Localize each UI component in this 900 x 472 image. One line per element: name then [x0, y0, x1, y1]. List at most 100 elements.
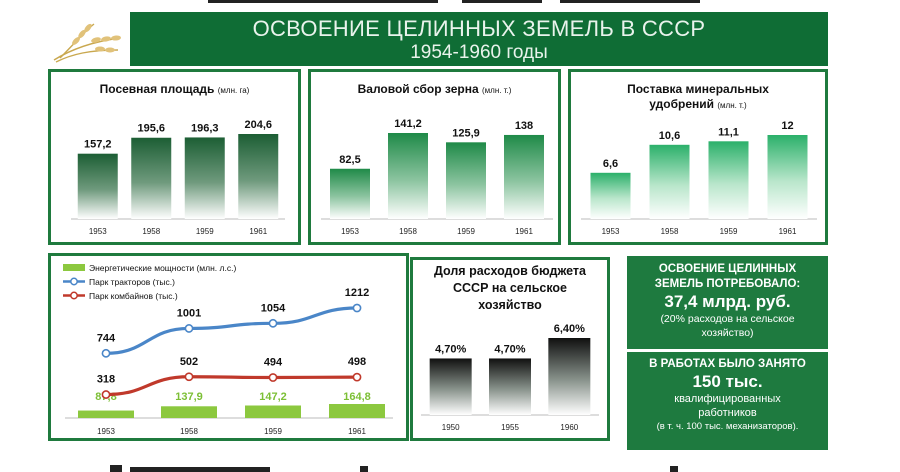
tick-label: 1958 [180, 427, 198, 436]
bar [77, 153, 118, 219]
chart-title-grain: Валовой сбор зерна (млн. т.) [357, 82, 512, 96]
series-point [101, 390, 111, 399]
data-label: 138 [515, 120, 533, 132]
info-workers-note3: (в т. ч. 100 тыс. механизаторов). [656, 421, 799, 432]
info-workers-amount: 150 тыс. [692, 372, 763, 391]
bar [238, 134, 279, 219]
tick-label: 1950 [442, 423, 460, 432]
data-label: 1054 [261, 302, 286, 314]
data-label: 157,2 [84, 139, 112, 151]
data-label: 10,6 [659, 130, 680, 142]
info-workers-note2: работников [698, 407, 757, 419]
bar [548, 338, 591, 415]
tick-label: 1960 [560, 423, 578, 432]
bar [131, 137, 172, 219]
tick-label: 1958 [142, 227, 160, 236]
legend-marker [70, 277, 78, 286]
chart-title-fertilizers: Поставка минеральных удобрений (млн. т.) [627, 82, 769, 111]
data-label: 204,6 [244, 119, 272, 131]
bar [330, 168, 370, 219]
series-point [101, 348, 111, 358]
legend-marker [70, 291, 78, 300]
tick-label: 1953 [89, 227, 107, 236]
panel-sown-area: Посевная площадь (млн. га) 157,2 1953 195,… [48, 69, 301, 245]
panel-budget-share: Доля расходов бюджета СССР на сельское х… [410, 257, 610, 441]
tick-label: 1959 [264, 427, 282, 436]
bar [446, 142, 486, 219]
info-box-cost: ОСВОЕНИЕ ЦЕЛИННЫХ ЗЕМЕЛЬ ПОТРЕБОВАЛО: 37… [627, 256, 828, 349]
bar [184, 137, 225, 219]
data-label: 125,9 [452, 127, 480, 139]
page-subtitle: 1954-1960 годы [410, 42, 548, 63]
top-cut-text [0, 0, 900, 6]
bar [590, 172, 631, 219]
data-label: 318 [97, 374, 115, 386]
data-label: 11,1 [718, 126, 739, 138]
chart-budget-share: 4,70% 1950 4,70% 1955 6,40% 1960 [421, 323, 599, 432]
info-box-workers: В РАБОТАХ БЫЛО ЗАНЯТО 150 тыс. квалифици… [627, 352, 828, 450]
data-label: 4,70% [494, 343, 525, 355]
bar [649, 144, 690, 219]
tick-label: 1953 [341, 227, 359, 236]
bar [388, 133, 428, 219]
tick-label: 1959 [457, 227, 475, 236]
data-label: 494 [264, 357, 283, 369]
data-label: 4,70% [435, 343, 466, 355]
data-label: 744 [97, 332, 116, 344]
energy-label: 164,8 [343, 391, 371, 403]
tick-label: 1955 [501, 423, 519, 432]
tick-label: 1958 [399, 227, 417, 236]
tick-label: 1953 [97, 427, 115, 436]
data-label: 1001 [177, 307, 201, 319]
tick-label: 1961 [249, 227, 267, 236]
energy-bar [161, 406, 217, 418]
energy-label: 137,9 [175, 391, 203, 403]
legend-label: Парк комбайнов (тыс.) [89, 291, 178, 301]
series-line [105, 306, 358, 355]
panel-grain-harvest: Валовой сбор зерна (млн. т.) 82,5 1953 141… [308, 69, 561, 245]
energy-bar [245, 405, 301, 418]
series-point [352, 303, 362, 313]
tick-label: 1961 [779, 227, 797, 236]
info-workers-line1: В РАБОТАХ БЫЛО ЗАНЯТО [649, 358, 806, 370]
title-banner: ОСВОЕНИЕ ЦЕЛИННЫХ ЗЕМЕЛЬ В СССР 1954-196… [130, 12, 828, 66]
info-cost-amount: 37,4 млрд. руб. [664, 292, 791, 311]
info-cost-line1: ОСВОЕНИЕ ЦЕЛИННЫХ [658, 263, 797, 275]
chart-sown-area: 157,2 1953 195,6 1958 196,3 1959 204,6 1961 [71, 119, 285, 236]
info-cost-note1: (20% расходов на сельское [660, 313, 795, 325]
tick-label: 1958 [661, 227, 679, 236]
energy-bar [329, 404, 385, 418]
energy-label: 147,2 [259, 391, 287, 403]
tick-label: 1959 [720, 227, 738, 236]
data-label: 195,6 [137, 123, 165, 135]
tick-label: 1953 [602, 227, 620, 236]
page-title: ОСВОЕНИЕ ЦЕЛИННЫХ ЗЕМЕЛЬ В СССР [252, 16, 706, 41]
data-label: 498 [348, 356, 366, 368]
bar [504, 134, 544, 219]
bar [489, 358, 531, 415]
info-workers-note1: квалифицированных [674, 393, 781, 405]
bar [767, 135, 808, 219]
data-label: 141,2 [394, 118, 422, 130]
data-label: 6,6 [603, 158, 618, 170]
data-label: 502 [180, 356, 198, 368]
bar [708, 141, 749, 219]
bottom-cut-text [110, 465, 678, 472]
data-label: 6,40% [554, 323, 585, 335]
chart-machinery: Энергетические мощности (млн. л.с.) Парк … [63, 263, 393, 436]
data-label: 1212 [345, 287, 369, 299]
chart-title-sown-area: Посевная площадь (млн. га) [99, 82, 250, 96]
series-point [268, 318, 278, 328]
series-line [105, 375, 358, 397]
series-point [184, 324, 194, 333]
series-point [352, 372, 362, 382]
legend-label: Энергетические мощности (млн. л.с.) [89, 263, 236, 273]
data-label: 82,5 [339, 154, 360, 166]
tick-label: 1961 [348, 427, 366, 436]
data-label: 196,3 [191, 122, 219, 134]
info-cost-note2: хозяйство) [701, 327, 754, 339]
legend-swatch [63, 264, 85, 271]
wheat-logo-icon [53, 23, 121, 63]
series-point [268, 373, 278, 382]
tick-label: 1959 [196, 227, 214, 236]
